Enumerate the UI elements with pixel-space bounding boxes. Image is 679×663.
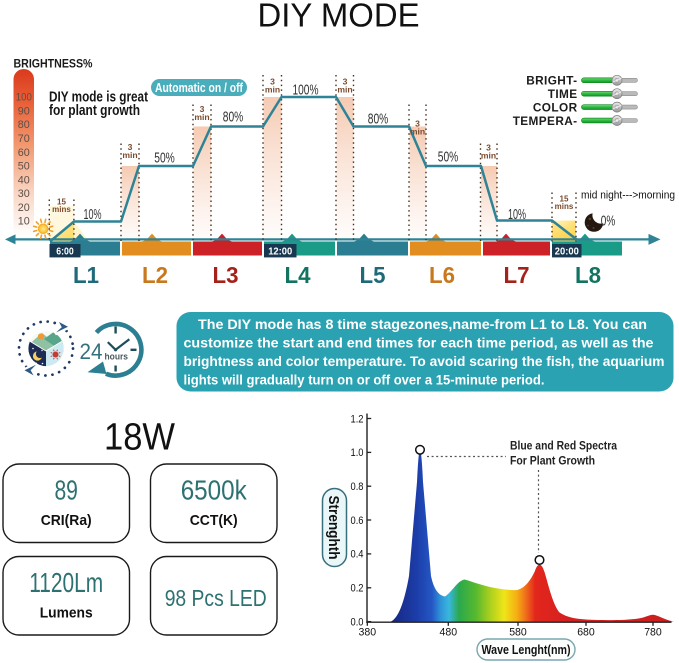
svg-text:hours: hours <box>105 351 129 361</box>
svg-text:680: 680 <box>577 626 595 638</box>
svg-text:3: 3 <box>128 142 133 152</box>
svg-text:30: 30 <box>18 188 30 200</box>
svg-text:L6: L6 <box>429 262 455 288</box>
svg-text:3: 3 <box>343 77 348 87</box>
svg-text:CCT(K): CCT(K) <box>190 512 238 529</box>
svg-text:Strenghth: Strenghth <box>325 496 341 560</box>
svg-text:for plant growth: for plant growth <box>49 102 140 119</box>
svg-text:60: 60 <box>18 147 30 159</box>
svg-text:1.0: 1.0 <box>351 447 364 459</box>
svg-text:0.0: 0.0 <box>351 616 364 628</box>
svg-text:3: 3 <box>200 104 205 114</box>
svg-text:40: 40 <box>18 174 30 186</box>
svg-text:98 Pcs LED: 98 Pcs LED <box>165 585 267 611</box>
svg-text:DIY MODE: DIY MODE <box>258 0 420 35</box>
svg-text:min: min <box>194 112 209 122</box>
svg-text:min: min <box>337 85 352 95</box>
svg-text:customize the start and end ti: customize the start and end times for ea… <box>184 336 654 351</box>
svg-text:10: 10 <box>18 216 30 228</box>
svg-text:For Plant Growth: For Plant Growth <box>510 454 595 468</box>
svg-text:100: 100 <box>16 92 32 104</box>
svg-text:100%: 100% <box>293 83 319 99</box>
svg-text:0.6: 0.6 <box>351 515 364 527</box>
svg-text:6:00: 6:00 <box>56 246 74 257</box>
svg-text:10%: 10% <box>84 207 102 223</box>
svg-text:0%: 0% <box>601 214 616 230</box>
svg-text:brightness and color temperatu: brightness and color temperature. To avo… <box>184 354 665 369</box>
svg-text:The DIY mode has 8 time stagez: The DIY mode has 8 time stagezones,name-… <box>198 317 647 332</box>
svg-text:Lumens: Lumens <box>40 605 93 622</box>
svg-text:min: min <box>265 85 280 95</box>
svg-text:mins: mins <box>555 202 574 211</box>
svg-text:580: 580 <box>509 626 527 638</box>
svg-text:TIME: TIME <box>548 87 578 101</box>
svg-text:L5: L5 <box>360 262 386 288</box>
svg-text:COLOR: COLOR <box>533 100 578 114</box>
svg-text:L7: L7 <box>504 262 530 288</box>
svg-text:480: 480 <box>440 626 458 638</box>
svg-text:Wave Lenght(nm): Wave Lenght(nm) <box>482 642 571 657</box>
svg-text:TEMPERA-: TEMPERA- <box>513 114 578 128</box>
svg-text:0.8: 0.8 <box>351 481 364 493</box>
svg-text:70: 70 <box>18 133 30 145</box>
svg-text:min: min <box>481 151 496 161</box>
svg-text:80%: 80% <box>368 112 389 128</box>
svg-text:89: 89 <box>54 475 78 506</box>
svg-text:50%: 50% <box>438 150 459 166</box>
svg-text:6500k: 6500k <box>181 475 248 506</box>
svg-text:780: 780 <box>644 626 662 638</box>
svg-text:L2: L2 <box>142 262 168 288</box>
svg-text:0.4: 0.4 <box>351 549 364 561</box>
svg-text:L3: L3 <box>213 262 239 288</box>
svg-text:80%: 80% <box>223 110 244 126</box>
svg-text:BRIGHT-: BRIGHT- <box>526 74 577 88</box>
svg-text:3: 3 <box>270 77 275 87</box>
svg-text:15: 15 <box>57 198 66 207</box>
svg-text:min: min <box>122 150 137 160</box>
svg-text:0.2: 0.2 <box>351 583 364 595</box>
svg-text:20: 20 <box>18 202 30 214</box>
svg-text:min: min <box>410 127 425 137</box>
svg-text:lights will gradually turn on: lights will gradually turn on or off ove… <box>184 373 545 388</box>
svg-text:BRIGHTNESS%: BRIGHTNESS% <box>14 57 93 71</box>
svg-text:18W: 18W <box>104 417 175 459</box>
svg-text:L1: L1 <box>73 262 99 288</box>
svg-text:90: 90 <box>18 106 30 118</box>
svg-text:24: 24 <box>80 339 103 364</box>
svg-text:DIY mode is great: DIY mode is great <box>49 89 148 106</box>
svg-text:380: 380 <box>359 626 377 638</box>
svg-text:20:00: 20:00 <box>555 246 579 257</box>
svg-text:Blue and Red Spectra: Blue and Red Spectra <box>510 439 617 453</box>
svg-text:50: 50 <box>18 161 30 173</box>
svg-text:15: 15 <box>560 195 569 204</box>
svg-text:3: 3 <box>486 143 491 153</box>
svg-text:mid night--->morning: mid night--->morning <box>581 190 675 202</box>
svg-text:L8: L8 <box>575 262 601 288</box>
svg-text:12:00: 12:00 <box>268 246 292 257</box>
svg-text:mins: mins <box>52 205 71 214</box>
svg-text:1.2: 1.2 <box>351 413 364 425</box>
svg-text:L4: L4 <box>285 262 311 288</box>
svg-text:80: 80 <box>18 119 30 131</box>
svg-text:1120Lm: 1120Lm <box>29 567 103 598</box>
svg-text:CRI(Ra): CRI(Ra) <box>41 512 92 529</box>
svg-text:50%: 50% <box>154 151 175 167</box>
svg-text:Automatic on / off: Automatic on / off <box>155 81 244 95</box>
svg-text:3: 3 <box>415 119 420 129</box>
svg-text:10%: 10% <box>508 207 526 223</box>
